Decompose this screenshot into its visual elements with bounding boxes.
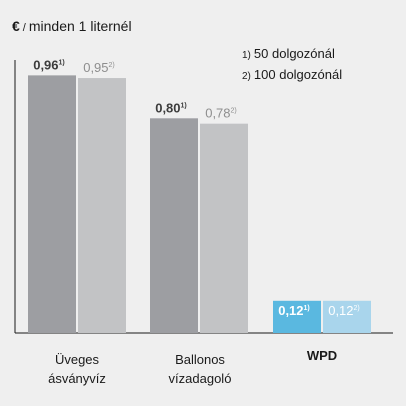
bar-2-series-2 (200, 123, 248, 334)
unit-text: minden 1 liternél (28, 18, 132, 34)
value-label-1-series-1: 0,961) (33, 57, 65, 72)
value-footnote-marker: 2) (354, 305, 360, 312)
category-label-2: Ballonos vízadagoló (130, 350, 270, 388)
value-text: 0,78 (205, 106, 230, 121)
value-footnote-marker: 1) (304, 305, 310, 312)
category-label-3: WPD (252, 346, 392, 365)
value-footnote-marker: 2) (109, 62, 115, 69)
legend-marker-2: 2) (242, 71, 251, 82)
unit-symbol: € (12, 18, 20, 34)
value-label-2-series-2: 0,782) (205, 106, 237, 121)
value-label-1-series-2: 0,952) (83, 60, 115, 75)
value-footnote-marker: 2) (231, 108, 237, 115)
unit-label: € / minden 1 liternél (12, 18, 132, 34)
value-footnote-marker: 1) (181, 102, 187, 109)
category-label-line2: vízadagoló (168, 371, 232, 386)
value-footnote-marker: 1) (59, 59, 65, 66)
category-label-line1: Üveges (54, 352, 100, 367)
value-label-3-series-2: 0,122) (328, 303, 360, 318)
category-label-1: Üveges ásványvíz (7, 350, 147, 388)
value-text: 0,12 (278, 303, 303, 318)
legend-marker-1: 1) (242, 50, 251, 61)
legend-text-1: 50 dolgozónál (253, 46, 335, 61)
value-text: 0,96 (33, 57, 58, 72)
category-label-line1: Ballonos (175, 352, 225, 367)
value-text: 0,80 (155, 100, 180, 115)
value-text: 0,95 (83, 60, 108, 75)
category-label-line1: WPD (306, 348, 338, 363)
bar-3-series-2 (323, 300, 371, 333)
value-text: 0,12 (328, 303, 353, 318)
value-label-3-series-1: 0,121) (278, 303, 310, 318)
legend: 1) 50 dolgozónál 2) 100 dolgozónál (242, 44, 342, 86)
bar-1-series-1 (28, 75, 76, 334)
unit-separator: / (22, 22, 26, 34)
value-label-2-series-1: 0,801) (155, 100, 187, 115)
category-label-line2: ásványvíz (48, 371, 106, 386)
bar-1-series-2 (78, 78, 126, 333)
bar-2-series-1 (150, 118, 198, 333)
legend-text-2: 100 dolgozónál (253, 67, 343, 82)
legend-item-1: 1) 50 dolgozónál (242, 44, 342, 65)
bar-3-series-1 (273, 300, 321, 333)
legend-item-2: 2) 100 dolgozónál (242, 65, 342, 86)
